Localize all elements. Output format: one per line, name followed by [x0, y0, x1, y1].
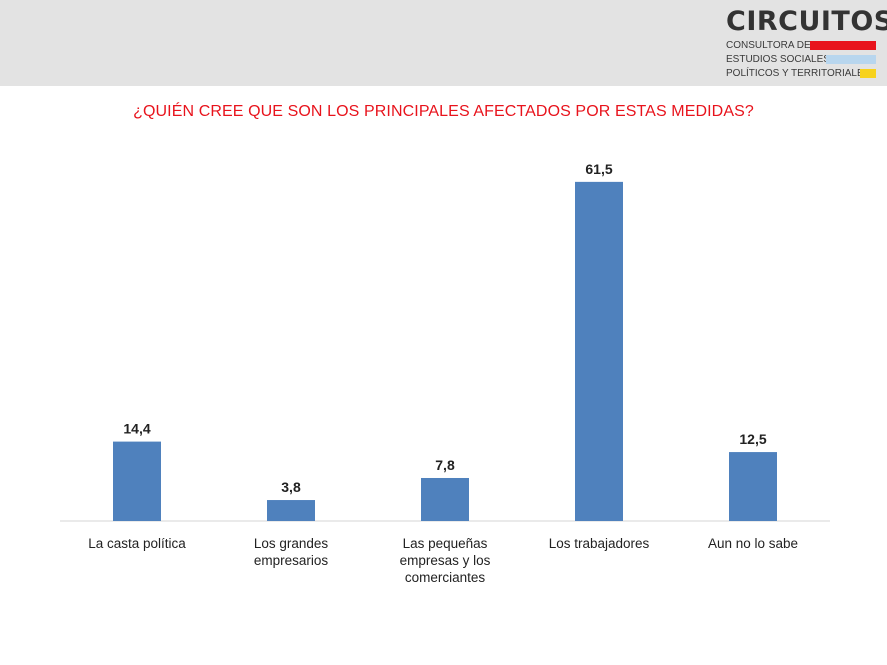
logo-stripe-lightblue [826, 55, 876, 64]
bar-value-label: 14,4 [123, 421, 150, 437]
bar-value-label: 61,5 [585, 161, 612, 177]
bar [113, 441, 161, 521]
logo-line-1: CONSULTORA DE [726, 40, 811, 51]
logo-line-2: ESTUDIOS SOCIALES, [726, 54, 833, 65]
chart-title: ¿QUIÉN CREE QUE SON LOS PRINCIPALES AFEC… [133, 103, 754, 120]
x-tick-label: Aun no lo sabe [707, 536, 799, 551]
circuitos-logo: CIRCUITOS CONSULTORA DE ESTUDIOS SOCIALE… [726, 6, 887, 82]
x-tick-label: Los trabajadores [548, 536, 650, 551]
bar [421, 477, 469, 521]
bar-value-label: 12,5 [739, 431, 766, 447]
header-band: CIRCUITOS CONSULTORA DE ESTUDIOS SOCIALE… [0, 0, 887, 86]
x-tick-label: Los grandes empresarios [253, 536, 329, 568]
bar-value-label: 3,8 [281, 479, 301, 495]
bar-value-label: 7,8 [435, 457, 455, 473]
logo-line-3: POLÍTICOS Y TERRITORIALES [726, 68, 871, 79]
bar [267, 500, 315, 521]
logo-name: CIRCUITOS [726, 6, 887, 37]
bar [729, 452, 777, 521]
bar [575, 181, 623, 521]
logo-stripe-yellow [860, 69, 876, 78]
x-tick-label: Las pequeñas empresas y los comerciantes [399, 536, 491, 585]
x-tick-label: La casta política [88, 536, 186, 551]
logo-stripe-red [810, 41, 876, 50]
